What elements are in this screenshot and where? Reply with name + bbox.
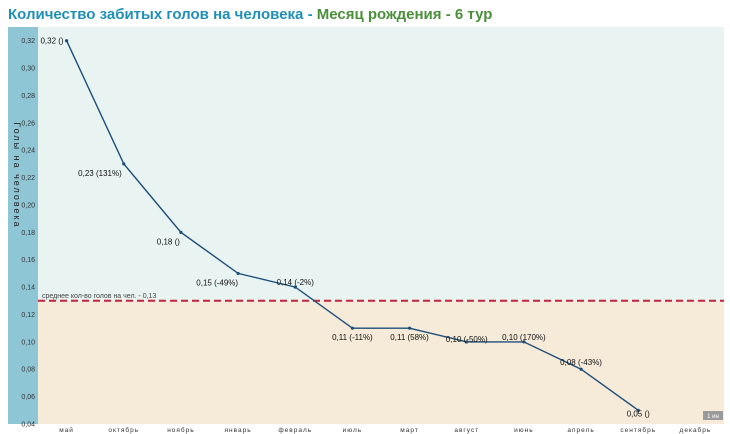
y-tick-label: 0,12	[21, 312, 35, 319]
data-point	[64, 39, 69, 43]
chart-title: Количество забитых голов на человека - М…	[8, 6, 492, 23]
data-label: 0,11 (-11%)	[332, 333, 373, 342]
y-tick-label: 0,26	[21, 120, 35, 127]
badge-text: 1 ин	[707, 414, 719, 420]
y-tick-label: 0,04	[21, 422, 35, 429]
x-tick-label: февраль	[278, 427, 312, 434]
data-label: 0,14 (-2%)	[277, 278, 315, 287]
data-point	[236, 271, 240, 276]
y-axis-band	[8, 27, 38, 424]
data-point	[293, 285, 297, 289]
x-tick-label: октябрь	[108, 426, 139, 434]
data-point	[522, 340, 526, 344]
chart-title-sub: Месяц рождения - 6 тур	[316, 6, 493, 23]
data-point	[579, 367, 583, 371]
data-label: 0,15 (-49%)	[196, 278, 238, 287]
data-point	[636, 408, 640, 412]
y-tick-label: 0,08	[21, 367, 35, 374]
x-tick-label: июль	[343, 427, 363, 434]
data-point	[407, 326, 412, 330]
y-tick-label: 0,22	[21, 175, 35, 182]
data-point	[465, 340, 469, 344]
data-label: 0,10 (170%)	[502, 333, 546, 342]
x-tick-label: июнь	[514, 427, 533, 434]
chart-title-main: Количество забитых голов на человека	[8, 6, 304, 23]
x-tick-label: март	[400, 427, 419, 434]
below-average-band	[38, 300, 724, 424]
data-label: 0,23 (131%)	[78, 169, 122, 178]
x-tick-label: декабрь	[680, 426, 712, 434]
y-tick-label: 0,14	[21, 285, 35, 292]
x-tick-label: сентябрь	[620, 426, 656, 434]
data-point	[122, 162, 126, 166]
above-average-band	[38, 27, 724, 301]
data-point	[179, 230, 183, 234]
data-label: 0,11 (58%)	[390, 333, 429, 342]
y-axis-ticks: 0,04 0,06 0,08 0,10 0,12 0,14 0,16 0,18 0,20 0,22…	[21, 38, 35, 428]
x-tick-label: май	[59, 426, 74, 434]
x-tick-label: август	[454, 427, 479, 434]
badge	[703, 411, 723, 420]
average-reference-label: среднее кол-во голов на чел. - 0,13	[42, 293, 156, 300]
data-label: 0,05 ()	[627, 409, 650, 418]
chart-title-separator: -	[303, 6, 317, 23]
data-labels: 0,32 () 0,23 (131%) 0,18 () 0,15 (-49%) 0,14…	[40, 37, 650, 419]
data-point	[350, 326, 355, 330]
y-tick-label: 0,30	[21, 66, 35, 73]
data-label: 0,18 ()	[157, 237, 180, 246]
x-tick-label: январь	[225, 427, 252, 434]
y-tick-label: 0,06	[21, 394, 35, 401]
y-tick-label: 0,10	[21, 339, 35, 346]
y-tick-label: 0,24	[21, 148, 35, 155]
y-tick-label: 0,18	[21, 230, 35, 237]
y-axis-label: Голы на человека	[12, 122, 22, 228]
y-tick-label: 0,28	[21, 93, 35, 100]
x-tick-label: ноябрь	[167, 426, 194, 434]
data-label: 0,32 ()	[40, 37, 63, 46]
x-axis-labels: май октябрь ноябрь январь февраль июль март авг…	[59, 426, 712, 434]
x-tick-label: апрель	[567, 427, 594, 434]
data-label: 0,08 (-43%)	[560, 358, 602, 367]
y-tick-label: 0,32	[21, 38, 35, 45]
y-tick-label: 0,20	[21, 202, 35, 209]
y-tick-label: 0,16	[21, 257, 35, 264]
series-group	[64, 39, 640, 412]
data-label: 0,10 (-50%)	[446, 335, 488, 344]
